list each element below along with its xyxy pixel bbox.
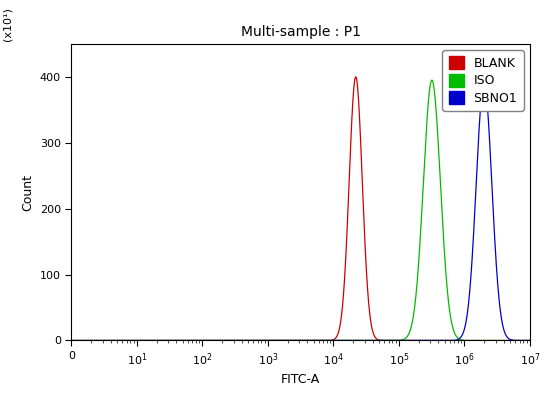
SBNO1 <box>68 338 74 343</box>
ISO <box>527 338 533 343</box>
ISO <box>429 78 435 83</box>
Text: (x10¹): (x10¹) <box>2 7 12 41</box>
BLANK <box>158 338 165 343</box>
ISO <box>158 338 165 343</box>
BLANK <box>352 74 359 79</box>
SBNO1 <box>70 338 77 343</box>
BLANK <box>70 338 77 343</box>
BLANK <box>292 338 299 343</box>
BLANK <box>502 338 509 343</box>
BLANK <box>68 338 74 343</box>
SBNO1 <box>158 338 165 343</box>
SBNO1 <box>292 338 299 343</box>
Title: Multi-sample : P1: Multi-sample : P1 <box>241 24 360 39</box>
ISO <box>502 338 509 343</box>
SBNO1 <box>95 338 102 343</box>
BLANK <box>95 338 102 343</box>
BLANK <box>87 338 94 343</box>
ISO <box>87 338 94 343</box>
ISO <box>95 338 102 343</box>
X-axis label: FITC-A: FITC-A <box>281 373 320 386</box>
Line: BLANK: BLANK <box>71 77 530 340</box>
SBNO1 <box>87 338 94 343</box>
SBNO1 <box>502 332 509 337</box>
ISO <box>292 338 299 343</box>
Legend: BLANK, ISO, SBNO1: BLANK, ISO, SBNO1 <box>443 50 523 111</box>
BLANK <box>527 338 533 343</box>
Line: ISO: ISO <box>71 80 530 340</box>
SBNO1 <box>527 338 533 343</box>
Line: SBNO1: SBNO1 <box>71 83 530 340</box>
SBNO1 <box>481 81 487 86</box>
Y-axis label: Count: Count <box>21 174 34 211</box>
ISO <box>70 338 77 343</box>
ISO <box>68 338 74 343</box>
